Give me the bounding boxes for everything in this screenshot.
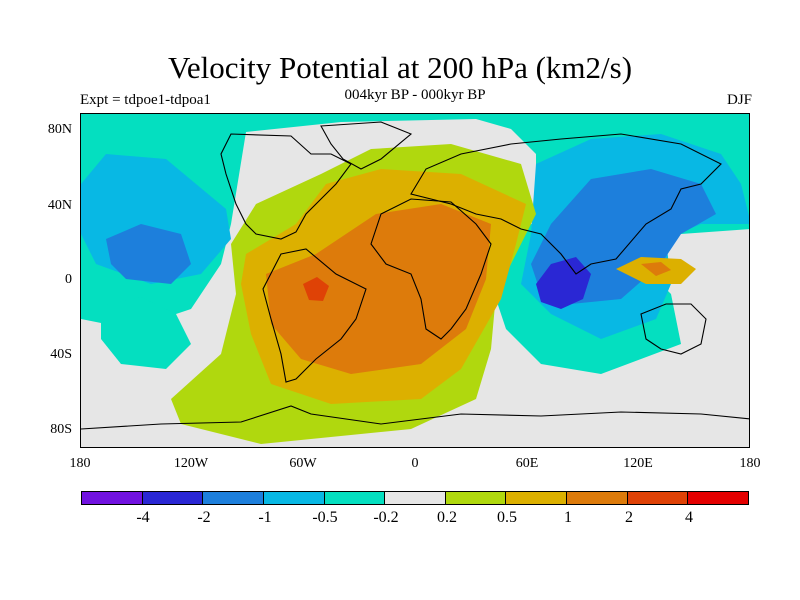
australia-coast xyxy=(640,303,707,355)
orange-positive xyxy=(266,204,491,374)
colorbar-box xyxy=(324,492,386,504)
colorbar-label: 0.2 xyxy=(437,509,457,526)
colorbar-label: 4 xyxy=(685,509,693,526)
y-tick-40s: 40S xyxy=(50,347,72,362)
colorbar-label: -0.5 xyxy=(312,509,338,526)
y-tick-40n: 40N xyxy=(47,198,72,213)
map-panel xyxy=(80,113,750,448)
dark-blue-indian-ocean xyxy=(536,257,591,309)
velocity-potential-map xyxy=(81,114,749,447)
colorbar-box xyxy=(506,492,568,504)
x-tick-120e: 120E xyxy=(623,456,653,471)
colorbar-label: -4 xyxy=(136,509,150,526)
north-america-coast xyxy=(220,133,352,240)
x-tick-180-left: 180 xyxy=(69,456,91,471)
y-tick-0: 0 xyxy=(65,272,72,287)
colorbar-box xyxy=(688,492,749,504)
orange-west-pacific xyxy=(641,262,671,276)
colorbar xyxy=(81,491,749,505)
coastlines xyxy=(81,121,749,430)
eurasia-coast xyxy=(410,133,722,275)
colorbar-box xyxy=(263,492,325,504)
mid-blue-pacific xyxy=(106,224,191,284)
x-tick-60w: 60W xyxy=(289,456,317,471)
colorbar-box xyxy=(445,492,507,504)
x-tick-0: 0 xyxy=(411,456,419,471)
colorbar-label: -2 xyxy=(197,509,211,526)
colorbar-label: -0.2 xyxy=(373,509,399,526)
x-tick-60e: 60E xyxy=(515,456,539,471)
cyan-south-pacific xyxy=(101,297,191,369)
experiment-label: Expt = tdpoe1-tdpoa1 xyxy=(80,92,211,108)
africa-coast xyxy=(370,198,492,340)
colorbar-label: 0.5 xyxy=(497,509,517,526)
south-america-coast xyxy=(262,248,367,383)
greenland-coast xyxy=(320,121,413,170)
colorbar-box xyxy=(385,492,446,504)
colorbar-label: 1 xyxy=(564,509,572,526)
red-orange-core xyxy=(303,277,329,301)
x-tick-120w: 120W xyxy=(173,456,209,471)
antarctica-coast xyxy=(81,405,749,430)
colorbar-box xyxy=(82,492,143,504)
colorbar-label: -1 xyxy=(258,509,272,526)
season-label: DJF xyxy=(726,92,752,108)
page-title: Velocity Potential at 200 hPa (km2/s) xyxy=(167,50,633,85)
y-tick-80s: 80S xyxy=(50,422,72,437)
colorbar-box xyxy=(627,492,689,504)
period-label: 004kyr BP - 000kyr BP xyxy=(344,87,486,103)
colorbar-box xyxy=(203,492,264,504)
x-tick-180-right: 180 xyxy=(739,456,761,471)
y-tick-80n: 80N xyxy=(47,122,72,137)
colorbar-label: 2 xyxy=(625,509,633,526)
colorbar-box xyxy=(567,492,628,504)
colorbar-box xyxy=(142,492,204,504)
